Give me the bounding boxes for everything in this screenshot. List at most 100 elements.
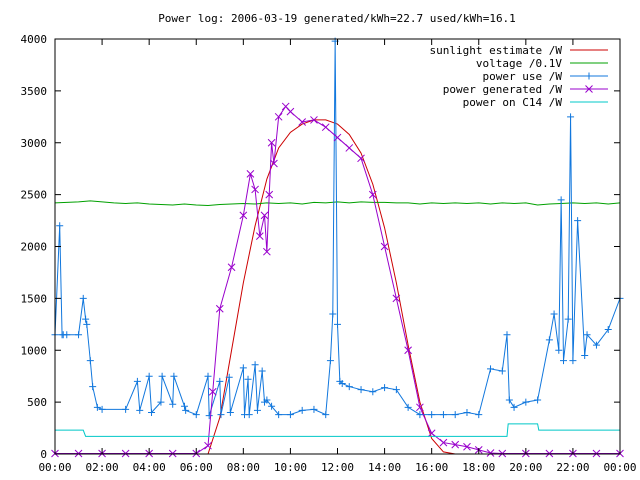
y-tick-label: 500	[27, 396, 47, 409]
data-point	[404, 403, 412, 411]
data-point	[357, 386, 365, 394]
x-tick-label: 02:00	[86, 461, 119, 474]
chart-title: Power log: 2006-03-19 generated/kWh=22.7…	[158, 12, 516, 25]
data-point	[122, 405, 130, 413]
data-point	[416, 411, 424, 419]
data-point	[192, 411, 200, 419]
series-0	[207, 119, 456, 455]
data-point	[82, 315, 90, 323]
data-point	[246, 170, 255, 178]
data-point	[534, 396, 542, 404]
data-point	[260, 211, 269, 220]
legend-label: power generated /W	[443, 83, 563, 96]
data-point	[56, 222, 64, 230]
y-tick-label: 0	[40, 448, 47, 461]
data-point	[368, 190, 377, 199]
legend-label: sunlight estimate /W	[430, 44, 563, 57]
x-tick-label: 00:00	[38, 461, 71, 474]
x-tick-label: 10:00	[274, 461, 307, 474]
data-point	[158, 372, 166, 380]
data-point	[439, 411, 447, 419]
data-point	[583, 331, 591, 339]
data-point	[148, 409, 156, 416]
data-point	[338, 379, 346, 387]
data-point	[329, 310, 337, 318]
data-point	[564, 315, 572, 323]
data-point	[326, 357, 334, 365]
data-point	[204, 372, 212, 380]
data-point	[79, 294, 87, 302]
data-point	[357, 154, 365, 163]
data-point	[381, 384, 389, 392]
data-point	[251, 361, 259, 369]
x-tick-label: 22:00	[556, 461, 589, 474]
data-point	[555, 346, 563, 354]
data-point	[268, 402, 276, 410]
data-point	[267, 138, 276, 147]
data-point	[498, 449, 507, 458]
data-point	[182, 406, 190, 414]
data-point	[170, 372, 178, 380]
data-point	[204, 441, 212, 450]
data-point	[463, 442, 471, 451]
data-point	[145, 372, 153, 380]
legend-label: power use /W	[483, 70, 563, 83]
data-point	[505, 396, 513, 404]
series-1	[54, 200, 621, 207]
x-tick-label: 00:00	[603, 461, 636, 474]
data-point	[322, 411, 330, 419]
data-point	[180, 402, 188, 410]
series-4	[55, 423, 620, 437]
data-point	[255, 232, 264, 240]
data-point	[604, 326, 612, 333]
data-point	[560, 357, 567, 365]
data-point	[216, 377, 224, 385]
data-point	[208, 387, 217, 396]
x-tick-label: 14:00	[368, 461, 401, 474]
data-point	[451, 440, 460, 449]
data-point	[168, 449, 177, 458]
data-point	[310, 116, 318, 124]
data-point	[439, 438, 448, 447]
x-tick-label: 12:00	[321, 461, 354, 474]
series-3	[51, 102, 624, 458]
data-point	[215, 304, 224, 313]
data-point	[380, 242, 389, 251]
data-point	[244, 375, 252, 383]
data-point	[298, 118, 307, 126]
data-point	[89, 383, 97, 391]
data-point	[227, 263, 236, 272]
y-tick-label: 3500	[21, 85, 48, 98]
data-point	[428, 411, 436, 419]
data-point	[225, 373, 233, 381]
series-line	[55, 105, 620, 454]
data-point	[404, 346, 412, 355]
data-point	[270, 159, 278, 168]
y-tick-label: 1500	[21, 292, 48, 305]
data-point	[136, 406, 144, 414]
data-point	[286, 411, 294, 419]
data-point	[503, 331, 511, 339]
series-line	[54, 200, 621, 207]
data-point	[416, 403, 424, 412]
data-point	[581, 351, 589, 359]
y-tick-label: 2500	[21, 189, 48, 202]
data-point	[274, 112, 283, 121]
data-point	[239, 211, 248, 220]
x-tick-label: 20:00	[509, 461, 542, 474]
data-point	[585, 85, 593, 93]
data-point	[75, 331, 83, 339]
axes: 0 500 1000 1500 2000 2500 3000 3500 4000 00:00 02:…	[21, 33, 637, 474]
x-tick-label: 16:00	[415, 461, 448, 474]
data-point	[205, 412, 213, 420]
data-point	[522, 398, 530, 406]
data-point	[334, 320, 341, 328]
data-point	[392, 294, 401, 303]
data-point	[258, 367, 266, 375]
data-point	[263, 247, 271, 256]
data-point	[86, 357, 94, 365]
data-point	[245, 411, 253, 419]
data-point	[427, 429, 436, 438]
